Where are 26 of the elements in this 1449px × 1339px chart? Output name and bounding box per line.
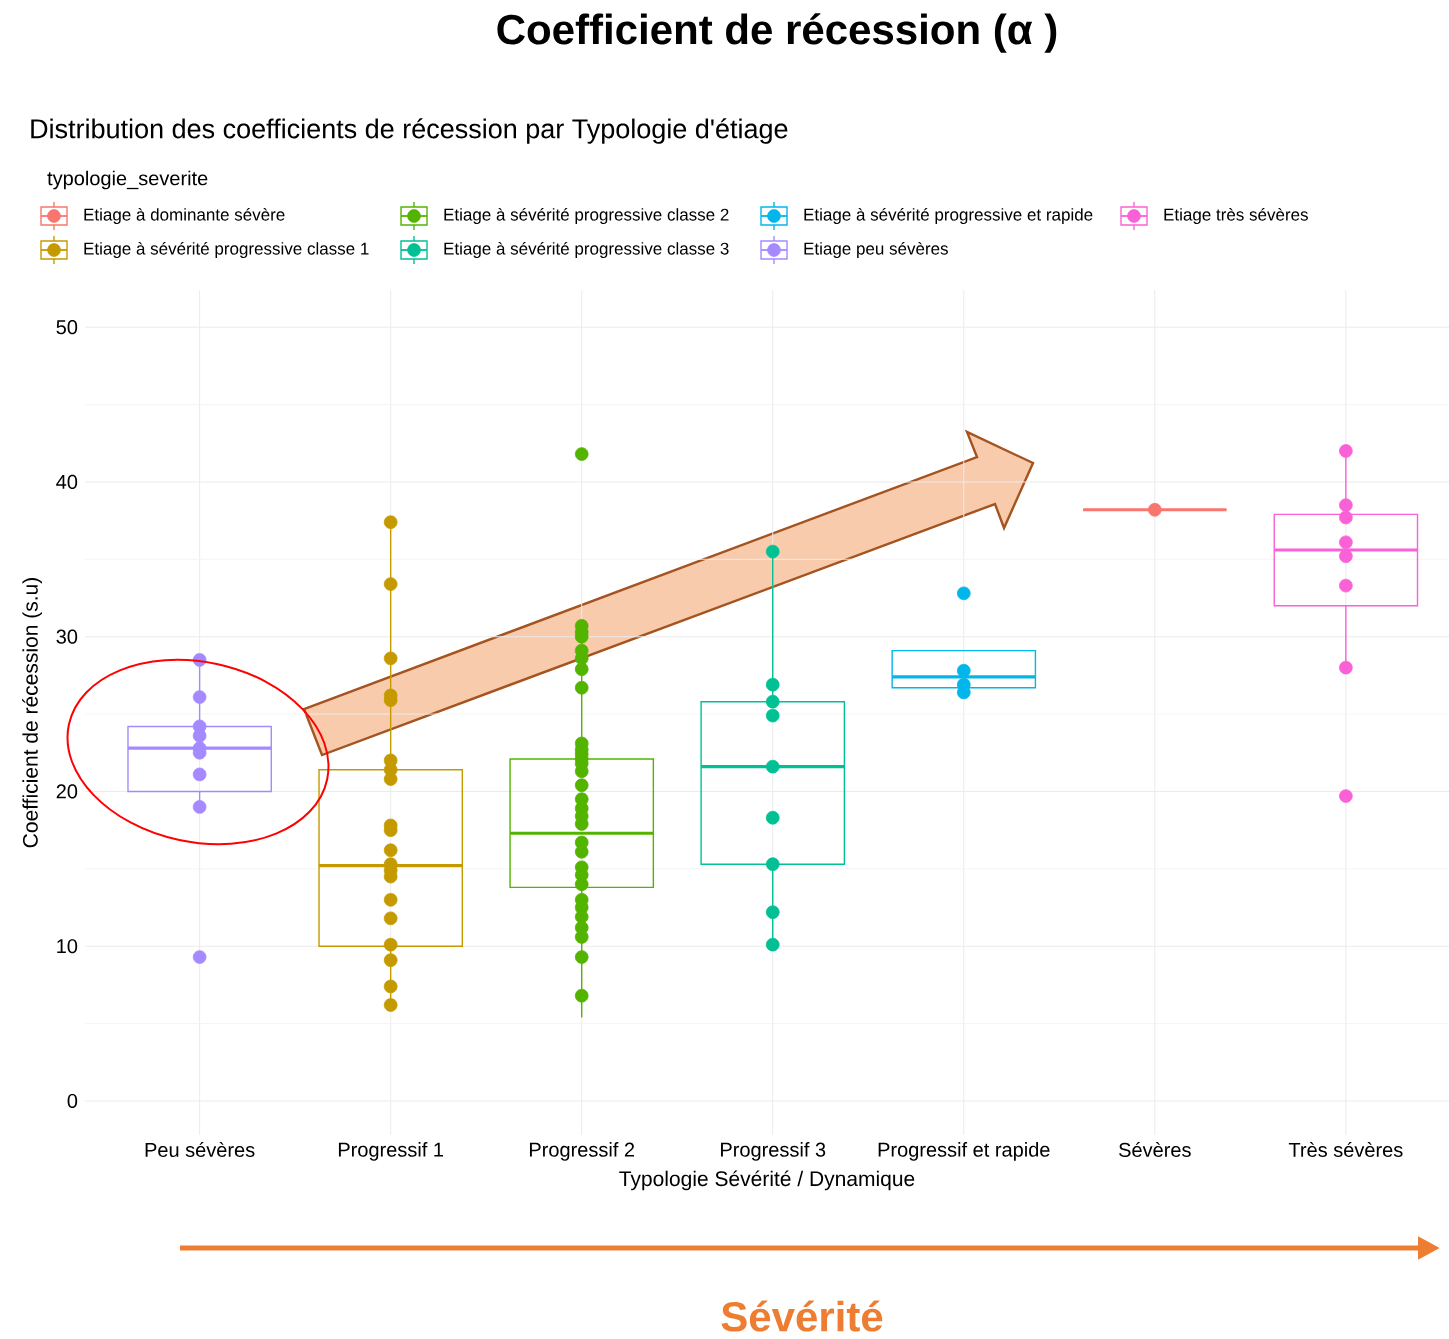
legend-title: typologie_severite xyxy=(47,170,208,190)
y-tick-label: 20 xyxy=(56,784,78,799)
chart-subtitle: Distribution des coefficients de récession par Typologie d'étiage xyxy=(31,118,788,144)
x-tick-label: Progressif et rapide xyxy=(878,1142,1050,1161)
y-tick-label: 50 xyxy=(56,320,78,335)
legend-label: Etiage très sévères xyxy=(1164,207,1308,225)
x-tick-label: Progressif 1 xyxy=(338,1142,444,1161)
y-tick-label: 30 xyxy=(56,629,78,644)
legend-label: Etiage à sévérité progressive classe 2 xyxy=(444,207,729,225)
legend-label: Etiage peu sévères xyxy=(804,241,948,259)
legend-label: Etiage à dominante sévère xyxy=(84,207,285,225)
x-tick-label: Très sévères xyxy=(1288,1142,1403,1157)
legend-label: Etiage à sévérité progressive classe 3 xyxy=(444,241,729,259)
y-tick-label: 0 xyxy=(67,1093,78,1109)
legend-label: Etiage à sévérité progressive classe 1 xyxy=(84,241,369,259)
chart-title: Coefficient de récession (α ) xyxy=(497,13,1057,53)
y-tick-label: 10 xyxy=(57,939,78,954)
x-tick-label: Progressif 3 xyxy=(721,1142,826,1161)
x-axis-title: Typologie Sévérité / Dynamique xyxy=(619,1170,915,1191)
y-axis-title: Coefficient de récession (s.u) xyxy=(22,578,42,848)
legend-label: Etiage à sévérité progressive et rapide xyxy=(804,207,1093,225)
x-tick-label: Peu sévères xyxy=(145,1142,255,1157)
x-tick-label: Progressif 2 xyxy=(529,1142,635,1161)
y-tick-label: 40 xyxy=(56,474,78,489)
x-tick-label: Sévères xyxy=(1119,1142,1191,1157)
text: Sévérité xyxy=(721,1300,883,1332)
